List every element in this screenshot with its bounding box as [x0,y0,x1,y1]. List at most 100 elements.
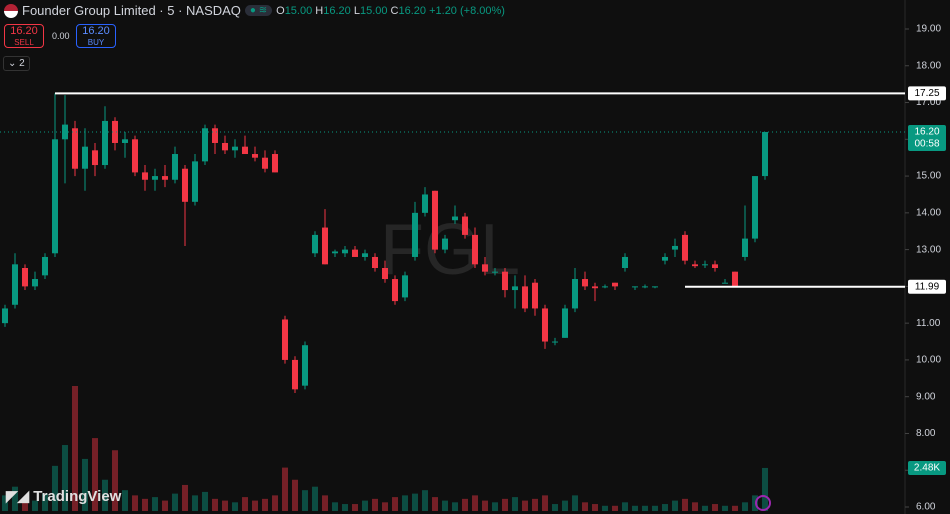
candle-body [302,345,308,386]
volume-bar [182,484,188,511]
volume-bar [722,505,728,511]
candle-body [92,150,98,166]
candle-body [32,279,38,287]
volume-bar [272,495,278,511]
volume-bar [702,505,708,511]
buy-price: 16.20 [82,25,110,37]
candle-body [202,128,208,162]
volume-bar [102,479,108,511]
candle-body [242,146,248,155]
candle-body [642,286,648,288]
ohlc: O15.00 H16.20 L15.00 C16.20 +1.20 (+8.00… [276,5,505,17]
candle-body [252,154,258,158]
volume-bar [372,498,378,511]
volume-bar [22,498,28,511]
volume-bar [262,498,268,511]
volume-bar [232,502,238,511]
flag [4,3,18,18]
candle-body [292,359,298,390]
candle-body [372,256,378,268]
volume-bar [442,500,448,511]
logo-text: TradingView [33,488,122,505]
status-icons: ● ≋ [244,5,273,16]
candle-body [262,157,268,169]
candle-body [382,268,388,280]
volume-bar [642,505,648,511]
volume-bar [512,497,518,511]
last-price-label: 16.20 [914,127,939,138]
candle-body [212,128,218,143]
volume-bar [662,504,668,511]
volume-bar [412,493,418,511]
volume-bar [742,502,748,511]
sell-label: SELL [14,38,34,47]
volume-bar [382,502,388,511]
volume-bar [472,495,478,511]
volume-bar [52,465,58,511]
indicator-toggle[interactable]: ⌄ 2 [3,56,30,71]
candle-body [562,308,568,338]
candle-body [632,286,638,288]
volume-bar [572,495,578,511]
y-tick-label: 10.00 [916,355,941,366]
volume-bar [152,497,158,511]
candle-body [752,176,758,239]
volume-bar [452,502,458,511]
volume-bar [562,500,568,511]
candle-body [52,139,58,254]
y-tick-label: 6.00 [916,502,936,513]
candle-body [352,249,358,257]
buy-button[interactable]: 16.20 BUY [76,24,116,48]
candle-body [402,275,408,298]
candle-body [552,341,558,343]
volume-bar [162,500,168,511]
candle-body [442,238,448,250]
volume-bar [142,498,148,511]
o-label: O [276,4,285,17]
volume-bar [352,504,358,511]
candle-body [502,271,508,291]
candle-body [492,271,498,273]
candle-body [662,256,668,261]
volume-bar [242,497,248,511]
price-tag [908,86,946,101]
candle-body [332,251,338,254]
candle-body [742,238,748,257]
candle-body [62,124,68,140]
candle-body [312,234,318,254]
y-tick-label: 19.00 [916,24,941,35]
h: 16.20 [323,4,351,17]
symbol-title[interactable]: Founder Group Limited · 5 · NASDAQ [22,3,241,18]
volume-bar [602,505,608,511]
legend: Founder Group Limited · 5 · NASDAQ ● ≋ O… [4,3,505,18]
countdown: 00:58 [914,139,939,150]
sell-button[interactable]: 16.20 SELL [4,24,44,48]
candle-body [12,264,18,305]
volume-bar [172,493,178,511]
volume-bar [82,458,88,511]
candle-body [22,268,28,287]
volume-bar [252,500,258,511]
candle-body [462,216,468,235]
candle-body [572,279,578,309]
c-label: C [390,4,399,17]
candle-body [622,256,628,268]
volume-bar [522,500,528,511]
candle-body [732,271,738,287]
candle-body [412,212,418,257]
candle-body [422,194,428,213]
buy-label: BUY [87,38,105,47]
candle-body [722,282,728,284]
candle-body [532,282,538,309]
candle-body [362,253,368,257]
candle-body [42,256,48,276]
volume-bar [92,438,98,511]
volume-bar [502,498,508,511]
volume-bar [552,504,558,511]
candle-body [72,128,78,169]
volume-bar [192,495,198,511]
candle-body [192,161,198,202]
candle-body [282,319,288,360]
volume-bar [492,502,498,511]
